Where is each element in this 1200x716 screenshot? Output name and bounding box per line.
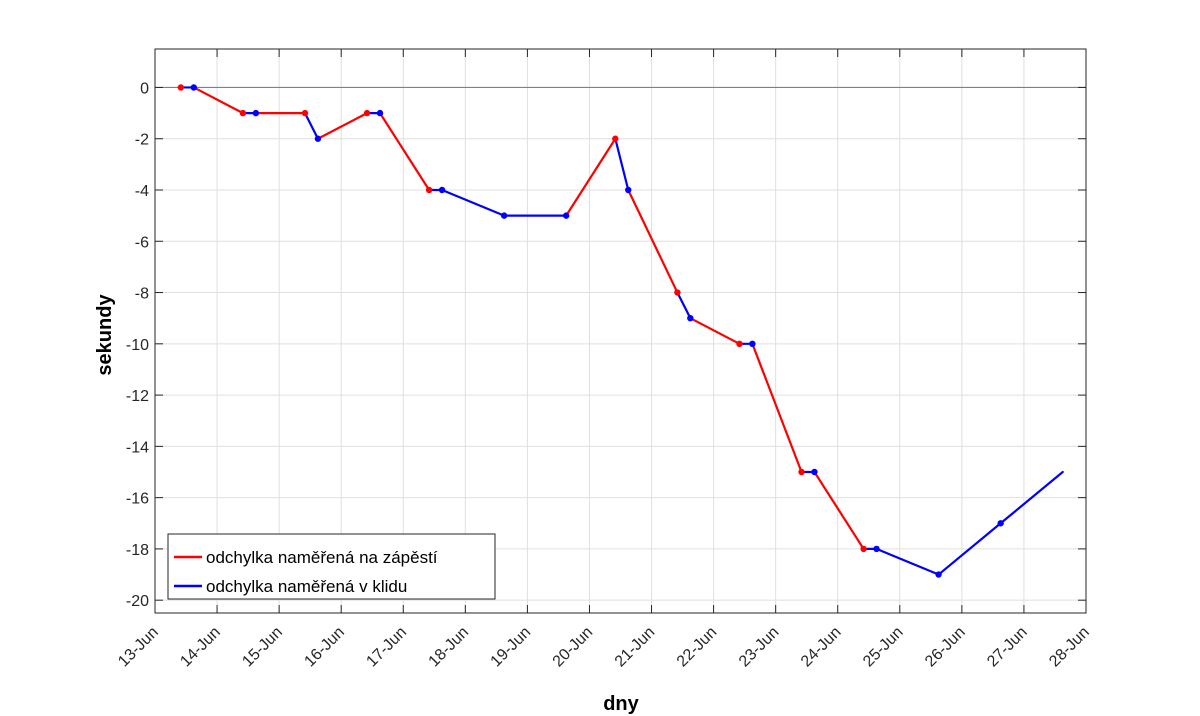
y-axis-title: sekundy bbox=[94, 294, 116, 376]
marker-wrist bbox=[425, 186, 433, 194]
marker-wrist bbox=[239, 109, 247, 117]
line-segment bbox=[813, 470, 865, 551]
line-segment bbox=[303, 111, 320, 140]
legend: odchylka naměřená na zápěstí odchylka na… bbox=[167, 533, 496, 600]
marker-rest bbox=[376, 109, 384, 117]
marker-wrist bbox=[612, 135, 619, 142]
line-segment bbox=[999, 470, 1064, 525]
y-tick-label: -2 bbox=[135, 132, 149, 149]
y-tick-label: -20 bbox=[126, 593, 149, 610]
series-markers bbox=[177, 84, 1004, 578]
marker-wrist bbox=[736, 340, 743, 348]
marker-wrist bbox=[674, 289, 681, 296]
legend-label-rest: odchylka naměřená v klidu bbox=[206, 577, 407, 596]
y-tick-label: 0 bbox=[140, 80, 149, 97]
x-tick-label: 17-Jun bbox=[363, 624, 410, 671]
x-axis-title: dny bbox=[603, 693, 639, 715]
axes-frame bbox=[154, 48, 1087, 614]
x-tick-label: 15-Jun bbox=[239, 624, 286, 671]
y-tick-label: -14 bbox=[126, 439, 149, 456]
y-tick-label: -12 bbox=[126, 388, 149, 405]
marker-rest bbox=[252, 109, 260, 117]
line-segment bbox=[316, 111, 369, 140]
line-segment bbox=[614, 137, 630, 192]
x-tick-label: 23-Jun bbox=[736, 624, 783, 671]
line-segment bbox=[751, 342, 803, 474]
y-tick-label: -4 bbox=[135, 183, 149, 200]
axis-ticks bbox=[154, 49, 1087, 613]
y-tick-label: -18 bbox=[126, 542, 149, 559]
x-tick-label: 26-Jun bbox=[922, 624, 969, 671]
legend-label-wrist: odchylka naměřená na zápěstí bbox=[206, 548, 438, 567]
x-tick-label: 18-Jun bbox=[426, 624, 473, 671]
marker-rest bbox=[500, 212, 508, 219]
marker-wrist bbox=[177, 84, 185, 91]
x-tick-label: 22-Jun bbox=[674, 624, 721, 671]
grid-lines bbox=[154, 49, 1087, 613]
marker-rest bbox=[562, 212, 570, 219]
line-segment bbox=[875, 547, 940, 576]
x-tick-label: 25-Jun bbox=[860, 624, 907, 671]
line-segment bbox=[440, 188, 506, 217]
line-segment bbox=[937, 522, 1002, 576]
marker-rest bbox=[749, 340, 756, 348]
plot-area bbox=[154, 48, 1087, 614]
x-tick-label: 27-Jun bbox=[984, 624, 1031, 671]
x-tick-label: 13-Jun bbox=[115, 624, 162, 671]
marker-rest bbox=[625, 186, 632, 194]
line-segment bbox=[378, 111, 431, 192]
y-tick-label: -8 bbox=[135, 286, 149, 303]
x-tick-label: 14-Jun bbox=[177, 624, 224, 671]
y-tick-label: -6 bbox=[135, 234, 149, 251]
marker-rest bbox=[190, 84, 197, 91]
legend-box bbox=[167, 533, 496, 600]
marker-wrist bbox=[860, 545, 867, 553]
line-segment bbox=[565, 137, 617, 217]
marker-rest bbox=[314, 135, 322, 142]
marker-wrist bbox=[301, 109, 309, 117]
x-tick-label: 24-Jun bbox=[798, 624, 845, 671]
x-tick-label: 16-Jun bbox=[301, 624, 348, 671]
marker-rest bbox=[438, 186, 446, 194]
line-segment bbox=[192, 86, 245, 115]
marker-wrist bbox=[798, 468, 805, 476]
marker-wrist bbox=[363, 109, 371, 117]
x-tick-label: 20-Jun bbox=[550, 624, 597, 671]
marker-rest bbox=[811, 468, 818, 476]
y-tick-label: -16 bbox=[126, 491, 149, 508]
x-tick-label: 28-Jun bbox=[1046, 624, 1093, 671]
marker-rest bbox=[997, 520, 1004, 527]
line-segment bbox=[676, 291, 692, 320]
line-segment bbox=[627, 188, 679, 294]
line-segment bbox=[689, 317, 741, 345]
x-tick-label: 19-Jun bbox=[488, 624, 535, 671]
marker-rest bbox=[873, 545, 880, 553]
marker-rest bbox=[687, 314, 694, 322]
series-lines bbox=[179, 86, 1064, 576]
x-tick-label: 21-Jun bbox=[612, 624, 659, 671]
plot-background bbox=[155, 49, 1086, 613]
y-tick-label: -10 bbox=[126, 337, 149, 354]
marker-rest bbox=[935, 571, 942, 578]
